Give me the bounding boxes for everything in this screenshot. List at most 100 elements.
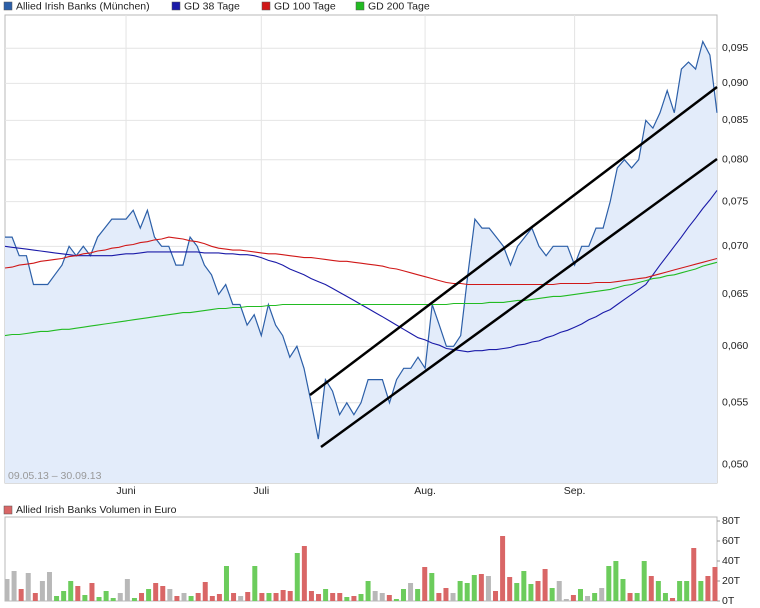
- volume-bar: [500, 536, 506, 601]
- y-tick-label: 40T: [722, 555, 741, 567]
- volume-bar: [464, 583, 470, 601]
- volume-bar: [443, 588, 449, 601]
- volume-bar: [308, 591, 314, 601]
- volume-bar: [245, 592, 251, 601]
- volume-bar: [266, 593, 272, 601]
- legend-label: GD 38 Tage: [184, 0, 240, 12]
- series-line: [4, 261, 718, 337]
- y-tick-label: 0,085: [722, 114, 748, 126]
- volume-bar: [280, 590, 286, 601]
- volume-bar: [372, 591, 378, 601]
- volume-bar: [181, 593, 187, 601]
- volume-bar: [75, 586, 81, 601]
- volume-bar: [216, 594, 222, 601]
- volume-bar: [408, 583, 414, 601]
- volume-bar: [153, 583, 159, 601]
- trend-line: [309, 86, 718, 396]
- y-tick-label: 0,090: [722, 77, 748, 89]
- volume-bar: [627, 593, 633, 601]
- legend-swatch: [261, 1, 271, 11]
- volume-bar: [294, 553, 300, 601]
- volume-bar: [167, 589, 173, 601]
- volume-bar: [400, 589, 406, 601]
- volume-bar: [110, 598, 116, 601]
- volume-bar: [337, 593, 343, 601]
- volume-bar: [209, 596, 215, 601]
- volume-bar: [450, 593, 456, 601]
- volume-bar: [188, 596, 194, 601]
- volume-bar: [103, 591, 109, 601]
- x-tick-label: Sep.: [564, 485, 586, 497]
- volume-bar: [542, 569, 548, 601]
- x-tick-label: Juni: [116, 485, 135, 497]
- date-range: 09.05.13 – 30.09.13: [8, 470, 102, 482]
- legend-label: Allied Irish Banks (München): [16, 0, 150, 12]
- volume-bar: [146, 589, 152, 601]
- x-tick-label: Juli: [253, 485, 269, 497]
- volume-bar: [195, 593, 201, 601]
- volume-bar: [46, 572, 52, 601]
- volume-bar: [634, 593, 640, 601]
- volume-bar: [585, 596, 591, 601]
- y-tick-label: 0,055: [722, 397, 748, 409]
- volume-bar: [599, 588, 605, 601]
- y-tick-label: 0,070: [722, 240, 748, 252]
- volume-bar: [620, 579, 626, 601]
- volume-bar: [96, 597, 102, 601]
- volume-bar: [82, 595, 88, 601]
- volume-bar: [436, 593, 442, 601]
- legend-label: GD 200 Tage: [368, 0, 430, 12]
- volume-bar: [39, 581, 45, 601]
- volume-bar: [577, 589, 583, 601]
- volume-bar: [613, 561, 619, 601]
- volume-bar: [238, 596, 244, 601]
- volume-bar: [32, 593, 38, 601]
- y-tick-label: 0,060: [722, 340, 748, 352]
- volume-bar: [677, 581, 683, 601]
- y-tick-label: 60T: [722, 535, 741, 547]
- volume-bar: [422, 567, 428, 601]
- volume-bar: [68, 581, 74, 601]
- volume-bar: [54, 596, 60, 601]
- x-tick-label: Aug.: [414, 485, 436, 497]
- legend-swatch: [3, 1, 13, 11]
- series-line: [5, 39, 718, 440]
- volume-bar: [485, 576, 491, 601]
- volume-bar: [570, 595, 576, 601]
- volume-bar: [670, 598, 676, 601]
- volume-bar: [4, 579, 10, 601]
- volume-bar: [316, 594, 322, 601]
- layer: 0,050 0,055 0,060 0,065 0,070 0,075 0,080 0,085…: [3, 0, 748, 607]
- volume-bar: [684, 581, 690, 601]
- volume-bar: [252, 566, 258, 601]
- volume-bar: [705, 576, 711, 601]
- volume-bar: [429, 573, 435, 601]
- y-tick-label: 0T: [722, 595, 735, 607]
- volume-bar: [606, 566, 612, 601]
- volume-bar: [478, 574, 484, 601]
- volume-bar: [549, 588, 555, 601]
- volume-bar: [457, 581, 463, 601]
- volume-bar: [358, 594, 364, 601]
- volume-bar: [61, 591, 67, 601]
- volume-bar: [139, 593, 145, 601]
- volume-bar: [528, 584, 534, 601]
- trend-line: [320, 157, 718, 449]
- y-tick-label: 20T: [722, 575, 741, 587]
- y-tick-label: 0,080: [722, 154, 748, 166]
- volume-bar: [648, 576, 654, 601]
- y-tick-label: 80T: [722, 515, 741, 527]
- y-tick-label: 0,095: [722, 42, 748, 54]
- volume-bar: [174, 596, 180, 601]
- volume-bar: [514, 583, 520, 601]
- volume-title: Allied Irish Banks Volumen in Euro: [16, 504, 177, 516]
- volume-bar: [25, 573, 31, 601]
- volume-bar: [493, 591, 499, 601]
- volume-bar: [563, 599, 569, 601]
- volume-bar: [535, 581, 541, 601]
- volume-bar: [507, 577, 513, 601]
- volume-bar: [521, 571, 527, 601]
- volume-bar: [11, 571, 17, 601]
- legend-swatch: [355, 1, 365, 11]
